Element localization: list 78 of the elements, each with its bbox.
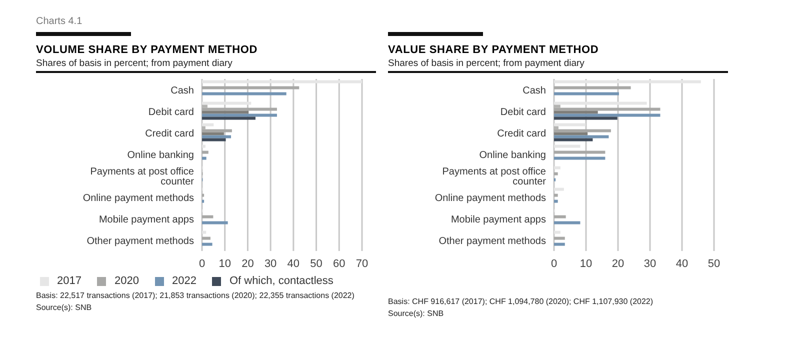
y-tick-label: Credit card [497, 128, 546, 140]
bar [554, 129, 611, 132]
bar [554, 138, 593, 142]
bar [554, 150, 606, 154]
x-tick-label: 70 [356, 258, 368, 270]
legend-label: 2020 [114, 275, 139, 287]
y-tick-label: Mobile payment apps [98, 214, 194, 226]
x-tick-label: 60 [333, 258, 346, 270]
x-tick-label: 40 [676, 258, 688, 270]
bar [202, 110, 249, 114]
bar [202, 92, 286, 96]
x-tick-label: 30 [264, 258, 277, 270]
legend-label: 2022 [172, 275, 196, 287]
bar [202, 150, 208, 154]
bar [554, 221, 580, 224]
text: Basis: 22,517 transactions (2017); 21,853 transactions (2020); 22,355 transactions (2022) [36, 291, 356, 300]
x-tick-label: 0 [198, 258, 206, 270]
bar [554, 242, 565, 246]
chart-title: VOLUME SHARE BY PAYMENT METHOD [36, 44, 258, 56]
source-note: Source(s): SNB [388, 309, 445, 318]
bar [202, 86, 300, 90]
x-tick-label: 10 [580, 258, 592, 270]
legend-label: 2017 [57, 275, 82, 287]
x-tick-label: 20 [242, 258, 254, 270]
legend-label: Of which, contactless [229, 275, 334, 287]
text: Charts 4.1 [36, 16, 82, 27]
bar [202, 236, 210, 240]
x-tick-label: 20 [612, 258, 624, 270]
y-tick-label: Mobile payment apps [450, 214, 546, 226]
y-tick-label: Payments at post office counter [90, 166, 195, 188]
x-tick-label: 50 [708, 258, 720, 270]
y-tick-label: Other payment methods [86, 236, 194, 247]
x-tick-label: 0 [550, 258, 558, 270]
bar [202, 215, 214, 218]
bar [554, 215, 566, 218]
bar [202, 242, 212, 246]
x-tick-label: 30 [644, 258, 656, 270]
bar [554, 156, 606, 160]
chart-title: VALUE SHARE BY PAYMENT METHOD [388, 44, 600, 56]
y-tick-label: Cash [522, 85, 546, 96]
bar [554, 116, 618, 120]
bar [202, 221, 228, 224]
bar [554, 135, 609, 138]
bar [202, 138, 226, 142]
y-tick-label: Online banking [479, 150, 546, 161]
bar [554, 108, 660, 111]
bar [554, 114, 660, 117]
x-tick-label: 10 [218, 258, 231, 270]
chart-subtitle: Shares of basis in percent; from payment diary [388, 58, 728, 73]
bar [554, 236, 565, 240]
bar [202, 129, 232, 132]
bar [554, 110, 598, 114]
bar [202, 108, 277, 111]
y-tick-label: Credit card [145, 128, 194, 140]
text: Basis: CHF 916,617 (2017); CHF 1,094,780 (2020); CHF 1,107,930 (2022) [388, 297, 654, 306]
y-tick-label: Other payment methods [438, 236, 546, 247]
y-tick-label: Debit card [148, 106, 194, 118]
bar [202, 132, 224, 136]
y-tick-label: Online payment methods [434, 192, 546, 204]
x-tick-label: 50 [310, 258, 322, 270]
bar [554, 92, 619, 96]
bar [554, 86, 631, 90]
bar [202, 114, 277, 117]
chart-subtitle: Shares of basis in percent; from payment diary [36, 58, 376, 73]
bar [554, 200, 558, 203]
y-tick-label: Online payment methods [82, 192, 194, 204]
bar [202, 135, 232, 138]
bar [202, 156, 206, 160]
y-tick-label: Payments at post office counter [442, 166, 547, 188]
source-note: Source(s): SNB [36, 303, 93, 312]
y-tick-label: Debit card [500, 106, 546, 118]
x-tick-label: 40 [287, 258, 300, 270]
bar [554, 194, 558, 197]
bar [202, 116, 256, 120]
bar [554, 172, 558, 176]
y-tick-label: Cash [170, 85, 194, 96]
y-tick-label: Online banking [127, 150, 194, 161]
bar [554, 132, 588, 136]
